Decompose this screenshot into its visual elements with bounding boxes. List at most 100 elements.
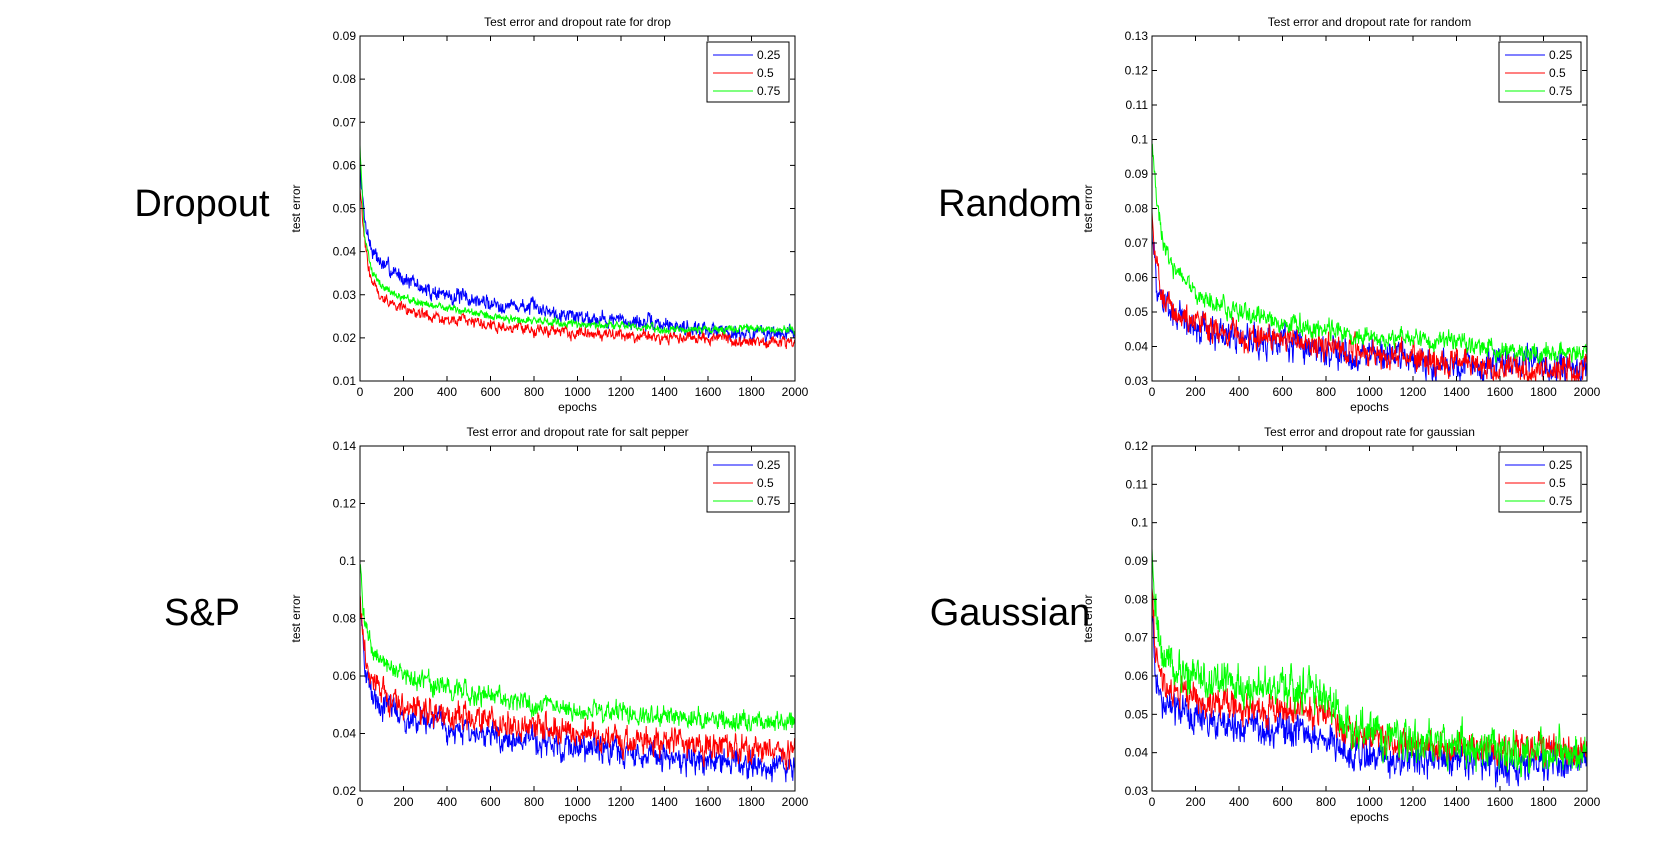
x-tick-label: 800	[1316, 385, 1336, 399]
x-tick-label: 0	[1149, 385, 1156, 399]
legend: 0.25 0.5 0.75	[706, 451, 790, 513]
y-tick-label: 0.07	[1125, 236, 1149, 250]
x-tick-label: 800	[1316, 795, 1336, 809]
x-tick-label: 1200	[1400, 795, 1427, 809]
y-tick-label: 0.04	[333, 727, 357, 741]
series-line-0-75	[1152, 548, 1587, 778]
y-tick-label: 0.1	[1131, 516, 1148, 530]
x-tick-label: 1800	[1530, 385, 1557, 399]
x-tick-label: 1000	[1356, 795, 1383, 809]
legend-box	[706, 41, 790, 103]
y-tick-label: 0.07	[333, 115, 357, 129]
y-tick-label: 0.09	[333, 29, 357, 43]
y-axis-label: test error	[1081, 184, 1095, 232]
x-tick-label: 2000	[1574, 795, 1601, 809]
x-tick-label: 1800	[738, 385, 765, 399]
series-line-0-5	[360, 187, 795, 350]
y-tick-label: 0.06	[1125, 271, 1149, 285]
y-tick-label: 0.1	[1131, 133, 1148, 147]
x-tick-label: 200	[393, 385, 413, 399]
x-tick-label: 1200	[608, 385, 635, 399]
x-tick-label: 1400	[651, 795, 678, 809]
y-tick-label: 0.08	[1125, 202, 1149, 216]
x-tick-label: 200	[1185, 385, 1205, 399]
x-tick-label: 200	[393, 795, 413, 809]
x-tick-label: 0	[357, 385, 364, 399]
x-tick-label: 1000	[564, 795, 591, 809]
x-tick-label: 1400	[651, 385, 678, 399]
y-tick-label: 0.11	[1126, 477, 1149, 491]
legend-box	[1498, 41, 1582, 103]
chart-salt-pepper: Test error and dropout rate for salt pep…	[289, 416, 809, 824]
x-tick-label: 600	[1272, 385, 1292, 399]
x-tick-label: 600	[480, 795, 500, 809]
chart-title: Test error and dropout rate for drop	[484, 15, 671, 29]
chart-random: Test error and dropout rate for random 0 2…	[1081, 6, 1601, 414]
x-tick-label: 2000	[782, 795, 809, 809]
y-tick-label: 0.03	[1125, 374, 1149, 388]
legend-label: 0.25	[1549, 458, 1573, 472]
x-tick-label: 0	[1149, 795, 1156, 809]
y-tick-label: 0.12	[333, 497, 357, 511]
x-tick-label: 1600	[695, 795, 722, 809]
y-tick-label: 0.05	[1125, 707, 1149, 721]
row-label-dropout: Dropout	[134, 183, 270, 225]
y-axis-label: test error	[289, 184, 303, 232]
chart-gaussian: Test error and dropout rate for gaussian…	[1081, 416, 1601, 824]
y-tick-label: 0.06	[1125, 669, 1149, 683]
y-tick-label: 0.01	[333, 374, 357, 388]
y-tick-label: 0.04	[1125, 746, 1149, 760]
x-tick-label: 1800	[1530, 795, 1557, 809]
x-tick-label: 800	[524, 385, 544, 399]
x-tick-label: 800	[524, 795, 544, 809]
y-tick-label: 0.08	[1125, 592, 1149, 606]
chart-drop: Test error and dropout rate for drop 0 200…	[289, 6, 809, 414]
chart-svg: Test error and dropout rate for gaussian…	[1081, 425, 1601, 824]
row-label-sp: S&P	[163, 592, 241, 634]
y-tick-label: 0.12	[1125, 64, 1149, 78]
x-tick-label: 400	[1229, 385, 1249, 399]
y-tick-label: 0.08	[333, 72, 357, 86]
legend-label: 0.25	[757, 458, 781, 472]
series-line-0-25	[360, 607, 795, 783]
x-tick-label: 2000	[782, 385, 809, 399]
legend-box	[706, 451, 790, 513]
chart-title: Test error and dropout rate for gaussian	[1264, 425, 1475, 439]
y-tick-label: 0.03	[333, 288, 357, 302]
y-tick-label: 0.04	[1125, 340, 1149, 354]
y-tick-label: 0.02	[333, 331, 357, 345]
x-tick-label: 600	[1272, 795, 1292, 809]
x-tick-label: 200	[1185, 795, 1205, 809]
y-tick-label: 0.08	[333, 612, 357, 626]
x-tick-label: 600	[480, 385, 500, 399]
row-label-random: Random	[938, 183, 1082, 225]
x-tick-label: 1600	[1487, 795, 1514, 809]
y-tick-label: 0.05	[1125, 305, 1149, 319]
legend-label: 0.75	[1549, 494, 1573, 508]
y-tick-label: 0.14	[333, 439, 357, 453]
chart-svg: Test error and dropout rate for drop 0 200…	[289, 15, 809, 414]
y-tick-label: 0.06	[333, 669, 357, 683]
x-axis-label: epochs	[1350, 810, 1389, 824]
x-tick-label: 1200	[608, 795, 635, 809]
legend-label: 0.75	[757, 494, 781, 508]
x-tick-label: 1400	[1443, 795, 1470, 809]
y-tick-label: 0.1	[339, 554, 356, 568]
x-axis-label: epochs	[558, 400, 597, 414]
y-tick-label: 0.07	[1125, 631, 1149, 645]
chart-svg: Test error and dropout rate for random 0 2…	[1081, 15, 1601, 414]
x-tick-label: 1200	[1400, 385, 1427, 399]
series-line-0-75	[360, 144, 795, 336]
legend-label: 0.5	[757, 66, 774, 80]
x-tick-label: 1800	[738, 795, 765, 809]
legend-label: 0.5	[1549, 66, 1566, 80]
chart-svg: Test error and dropout rate for salt pep…	[289, 425, 809, 824]
legend-label: 0.75	[1549, 84, 1573, 98]
y-tick-label: 0.05	[333, 202, 357, 216]
y-tick-label: 0.03	[1125, 784, 1149, 798]
series-line-0-75	[1152, 143, 1587, 364]
x-tick-label: 0	[357, 795, 364, 809]
y-axis-label: test error	[289, 594, 303, 642]
chart-title: Test error and dropout rate for salt pep…	[466, 425, 688, 439]
y-tick-label: 0.02	[333, 784, 357, 798]
